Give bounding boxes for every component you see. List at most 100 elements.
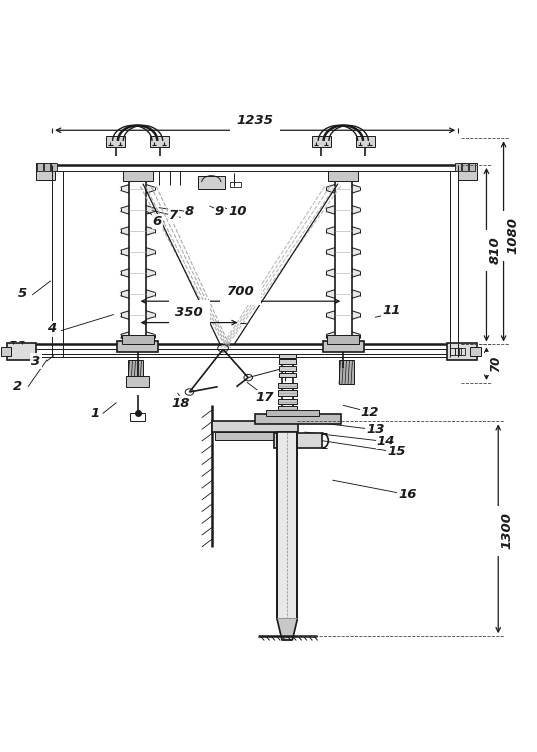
Polygon shape bbox=[120, 311, 129, 320]
Bar bbox=[37, 163, 43, 171]
Polygon shape bbox=[120, 184, 129, 193]
Text: 16: 16 bbox=[398, 488, 417, 501]
Text: 2: 2 bbox=[13, 381, 22, 393]
Polygon shape bbox=[120, 205, 129, 214]
Bar bbox=[50, 163, 57, 171]
Bar bbox=[279, 366, 296, 371]
Polygon shape bbox=[326, 268, 335, 277]
Bar bbox=[36, 163, 55, 180]
Polygon shape bbox=[146, 184, 155, 193]
Bar bbox=[215, 432, 295, 440]
Text: 3: 3 bbox=[32, 354, 41, 368]
Bar bbox=[455, 348, 461, 355]
Bar bbox=[447, 343, 477, 360]
Polygon shape bbox=[146, 226, 155, 235]
Bar bbox=[469, 163, 475, 171]
Bar bbox=[279, 373, 296, 377]
Bar bbox=[323, 341, 364, 352]
Text: 11: 11 bbox=[382, 305, 401, 317]
Text: 350: 350 bbox=[175, 306, 203, 320]
Bar bbox=[455, 163, 461, 171]
Bar bbox=[278, 383, 297, 388]
Polygon shape bbox=[326, 205, 335, 214]
Bar bbox=[121, 335, 154, 344]
Bar bbox=[277, 432, 297, 619]
Bar bbox=[462, 163, 468, 171]
Text: 8: 8 bbox=[185, 205, 194, 218]
Text: 12: 12 bbox=[361, 406, 379, 419]
Polygon shape bbox=[352, 247, 360, 256]
Text: 18: 18 bbox=[171, 397, 190, 411]
Bar bbox=[312, 135, 331, 147]
Bar bbox=[2, 347, 11, 356]
Polygon shape bbox=[146, 290, 155, 299]
Bar bbox=[355, 135, 375, 147]
Bar bbox=[279, 354, 296, 359]
Text: 1: 1 bbox=[90, 407, 99, 420]
Polygon shape bbox=[146, 247, 155, 256]
Text: 1235: 1235 bbox=[237, 114, 274, 127]
Polygon shape bbox=[146, 268, 155, 277]
Polygon shape bbox=[352, 311, 360, 320]
Bar bbox=[274, 433, 322, 448]
Bar bbox=[458, 163, 477, 180]
Text: 17: 17 bbox=[255, 391, 273, 404]
Polygon shape bbox=[352, 205, 360, 214]
Bar bbox=[213, 421, 298, 432]
Polygon shape bbox=[120, 226, 129, 235]
Polygon shape bbox=[352, 268, 360, 277]
Bar bbox=[450, 348, 455, 355]
Polygon shape bbox=[326, 247, 335, 256]
Bar bbox=[198, 176, 224, 189]
Bar bbox=[327, 335, 359, 344]
Text: 700: 700 bbox=[227, 285, 255, 298]
Bar bbox=[150, 135, 169, 147]
Polygon shape bbox=[120, 247, 129, 256]
Text: 5: 5 bbox=[18, 287, 27, 300]
Bar bbox=[470, 347, 481, 356]
Bar bbox=[106, 135, 125, 147]
Polygon shape bbox=[120, 268, 129, 277]
Bar bbox=[126, 376, 149, 387]
Polygon shape bbox=[352, 290, 360, 299]
Polygon shape bbox=[146, 332, 155, 341]
Text: 15: 15 bbox=[388, 445, 406, 459]
Text: 1080: 1080 bbox=[506, 217, 519, 254]
Bar bbox=[230, 182, 241, 187]
Bar bbox=[266, 410, 320, 416]
Bar bbox=[43, 163, 50, 171]
Polygon shape bbox=[326, 290, 335, 299]
Bar bbox=[339, 360, 354, 384]
Text: 70: 70 bbox=[489, 356, 502, 371]
Bar bbox=[122, 171, 153, 181]
Text: 1300: 1300 bbox=[501, 512, 514, 550]
Text: 14: 14 bbox=[377, 435, 395, 447]
Polygon shape bbox=[352, 332, 360, 341]
Bar bbox=[130, 413, 145, 421]
Polygon shape bbox=[352, 226, 360, 235]
Polygon shape bbox=[326, 184, 335, 193]
Polygon shape bbox=[120, 290, 129, 299]
Polygon shape bbox=[326, 311, 335, 320]
Text: 810: 810 bbox=[489, 237, 502, 265]
Text: 9: 9 bbox=[215, 205, 224, 218]
Text: 10: 10 bbox=[228, 205, 247, 218]
Polygon shape bbox=[146, 311, 155, 320]
Bar bbox=[278, 390, 297, 396]
Bar bbox=[7, 343, 36, 360]
Bar bbox=[278, 399, 297, 405]
Text: 6: 6 bbox=[153, 214, 162, 228]
Text: 13: 13 bbox=[366, 423, 384, 436]
Text: 4: 4 bbox=[47, 323, 57, 335]
Bar bbox=[255, 414, 340, 424]
Bar bbox=[278, 406, 297, 412]
Polygon shape bbox=[120, 332, 129, 341]
Polygon shape bbox=[326, 332, 335, 341]
Bar bbox=[128, 360, 143, 384]
Polygon shape bbox=[146, 205, 155, 214]
Bar bbox=[459, 348, 465, 355]
Bar bbox=[328, 171, 358, 181]
Text: 7: 7 bbox=[169, 209, 178, 223]
Bar bbox=[279, 359, 296, 364]
Bar bbox=[117, 341, 158, 352]
